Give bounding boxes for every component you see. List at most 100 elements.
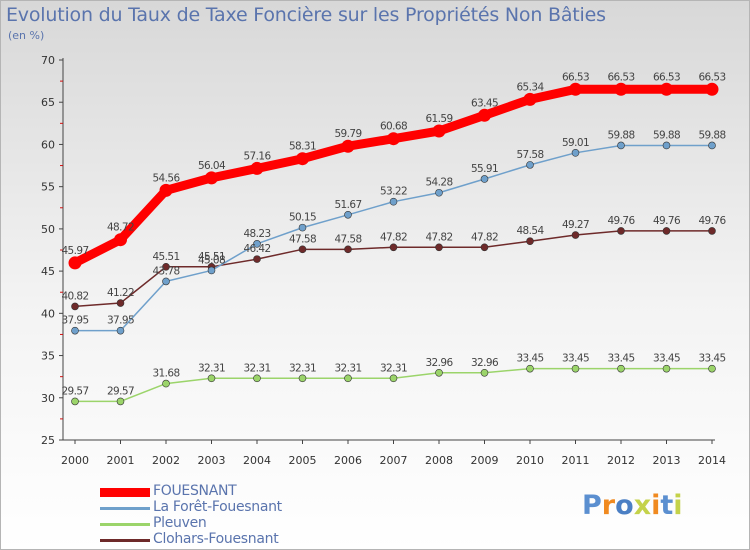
- data-label: 66.53: [653, 71, 680, 83]
- data-label: 37.95: [61, 315, 88, 327]
- x-tick-label: 2009: [471, 454, 499, 467]
- data-label: 59.88: [698, 129, 725, 141]
- data-label: 31.68: [152, 368, 179, 380]
- logo-letter: t: [660, 490, 674, 521]
- logo-letter: r: [601, 490, 616, 521]
- data-label: 51.67: [334, 199, 361, 211]
- data-label: 54.56: [152, 172, 180, 184]
- data-label: 32.96: [425, 357, 453, 369]
- data-point: [159, 183, 173, 197]
- data-label: 48.23: [243, 228, 270, 240]
- data-label: 43.78: [152, 265, 179, 277]
- data-label: 57.58: [516, 149, 543, 161]
- data-label: 63.45: [471, 97, 498, 109]
- data-label: 37.95: [107, 315, 134, 327]
- y-tick-label: 35: [41, 350, 55, 363]
- data-label: 60.68: [380, 121, 407, 133]
- data-label: 48.54: [516, 225, 544, 237]
- data-point: [298, 245, 307, 254]
- x-tick-label: 2008: [425, 454, 453, 467]
- data-point: [571, 231, 580, 239]
- x-tick-label: 2000: [61, 454, 89, 467]
- data-label: 45.51: [152, 251, 179, 263]
- data-label: 33.45: [562, 353, 589, 365]
- data-point: [569, 82, 582, 96]
- data-label: 59.88: [607, 129, 634, 141]
- data-label: 33.45: [516, 353, 543, 365]
- data-point: [662, 364, 671, 373]
- data-point: [205, 171, 218, 185]
- legend-label-fouesnant: FOUESNANT: [153, 483, 237, 499]
- data-point: [298, 374, 307, 383]
- data-label: 45.51: [198, 251, 225, 263]
- data-label: 55.91: [471, 163, 498, 175]
- data-point: [387, 132, 400, 146]
- data-label: 47.58: [334, 233, 361, 245]
- data-point: [250, 161, 264, 175]
- data-label: 50.15: [289, 212, 316, 224]
- logo-letter: i: [651, 490, 661, 521]
- data-label: 47.82: [380, 231, 407, 243]
- data-point: [708, 227, 716, 235]
- data-label: 56.04: [198, 160, 226, 172]
- logo-letter: i: [673, 490, 683, 521]
- data-label: 49.76: [653, 215, 681, 227]
- data-point: [662, 141, 671, 150]
- data-label: 58.31: [289, 141, 316, 153]
- logo-letter: P: [582, 490, 602, 521]
- data-label: 59.01: [562, 137, 589, 149]
- legend-swatch-pleuven: [100, 523, 150, 526]
- legend-swatch-la-foret-fouesnant: [100, 507, 150, 510]
- data-point: [162, 379, 170, 388]
- data-point: [298, 223, 307, 232]
- data-label: 65.34: [516, 81, 544, 93]
- data-point: [116, 299, 125, 307]
- line-chart: 25 30 35 40 45 50 55 60 65 70 2000 2001 2002 2003 2004…: [41, 54, 727, 467]
- y-tick-label: 65: [41, 96, 55, 109]
- data-label: 66.53: [607, 71, 634, 83]
- data-point: [71, 302, 79, 311]
- data-label: 54.28: [425, 177, 452, 189]
- data-point: [253, 255, 261, 263]
- data-label: 47.58: [289, 233, 316, 245]
- data-labels: 29.57 29.57 31.68 32.31 32.31 32.31 32.31 32.31…: [61, 71, 727, 397]
- x-tick-label: 2011: [562, 454, 590, 467]
- y-tick-label: 40: [41, 307, 55, 320]
- data-label: 47.82: [471, 231, 498, 243]
- data-label: 49.27: [562, 219, 589, 231]
- data-point: [435, 368, 443, 377]
- data-point: [207, 374, 216, 383]
- data-label: 66.53: [562, 71, 589, 83]
- data-point: [705, 82, 719, 96]
- data-label: 53.22: [380, 186, 407, 198]
- x-tick-label: 2007: [380, 454, 408, 467]
- data-label: 45.08: [198, 254, 225, 266]
- data-label: 49.76: [698, 215, 726, 227]
- data-label: 40.82: [61, 290, 88, 302]
- y-tick-label: 60: [41, 138, 55, 151]
- logo-letter: o: [615, 490, 634, 521]
- data-label: 29.57: [107, 385, 134, 397]
- data-point: [617, 227, 625, 235]
- legend-swatch-fouesnant: [100, 488, 150, 497]
- data-label: 32.31: [243, 362, 270, 374]
- x-tick-label: 2014: [698, 454, 726, 467]
- x-tick-label: 2005: [289, 454, 317, 467]
- y-tick-label: 50: [41, 223, 55, 236]
- x-tick-label: 2006: [334, 454, 362, 467]
- chart-title: Evolution du Taux de Taxe Foncière sur l…: [6, 4, 606, 26]
- legend-label-clohars-fouesnant: Clohars-Fouesnant: [153, 531, 279, 547]
- data-point: [617, 364, 625, 373]
- data-point: [432, 124, 446, 138]
- data-point: [526, 161, 534, 169]
- y-tick-label: 25: [41, 434, 55, 447]
- legend-label-pleuven: Pleuven: [153, 515, 207, 531]
- data-label: 41.22: [107, 287, 134, 299]
- data-label: 66.53: [698, 71, 725, 83]
- y-tick-label: 30: [41, 392, 55, 405]
- data-point: [116, 326, 125, 335]
- chart-axes: 25 30 35 40 45 50 55 60 65 70 2000 2001 2002 2003 2004…: [41, 54, 726, 467]
- data-point: [526, 237, 534, 246]
- x-tick-label: 2003: [198, 454, 226, 467]
- x-tick-label: 2001: [107, 454, 135, 467]
